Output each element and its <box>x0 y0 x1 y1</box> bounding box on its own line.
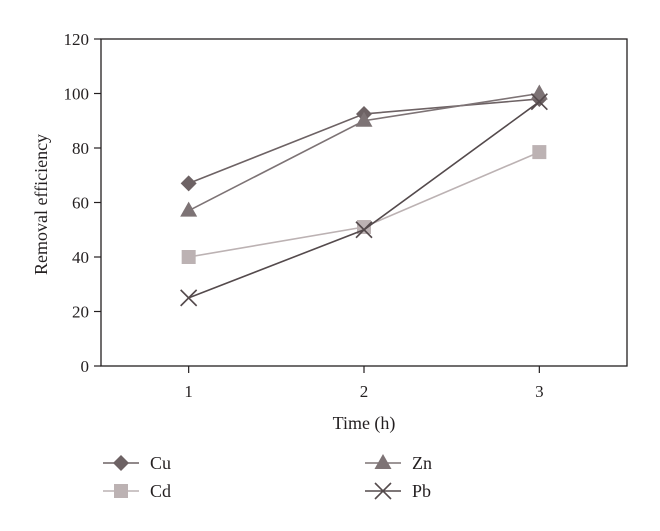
series-cu <box>180 90 548 192</box>
data-point-cd <box>532 145 547 160</box>
plot-border <box>100 38 628 367</box>
x-tick-label: 2 <box>360 382 369 401</box>
x-tick-label: 1 <box>184 382 193 401</box>
data-point-cd <box>181 250 196 264</box>
legend-label: Cu <box>150 453 171 473</box>
data-point-zn <box>530 84 548 100</box>
legend-item-zn: Zn <box>365 453 432 473</box>
legend-marker <box>374 482 392 500</box>
data-point-cu <box>180 175 197 192</box>
x-axis-ticks: 1 2 3 <box>184 366 544 401</box>
series-zn <box>180 84 548 217</box>
y-axis-ticks: 0 20 40 60 80 100 120 <box>64 30 101 376</box>
series-line <box>188 101 540 299</box>
plot-area-frame <box>100 38 628 367</box>
series-cd <box>181 145 547 264</box>
data-point-zn <box>180 201 198 217</box>
legend-marker <box>114 484 128 498</box>
legend-label: Cd <box>150 481 171 501</box>
data-point-pb <box>180 289 198 307</box>
legend-marker <box>374 454 392 469</box>
legend-item-pb: Pb <box>365 481 431 501</box>
series-pb <box>180 93 548 307</box>
x-tick-label: 3 <box>535 382 544 401</box>
y-tick-label: 120 <box>64 30 90 49</box>
series-line <box>188 151 540 258</box>
legend-item-cd: Cd <box>103 481 171 501</box>
legend-label: Zn <box>412 453 432 473</box>
data-point-pb <box>530 93 548 111</box>
legend-item-cu: Cu <box>103 453 171 473</box>
data-point-zn <box>355 111 373 127</box>
x-axis-title: Time (h) <box>333 413 396 434</box>
y-tick-label: 100 <box>64 85 90 104</box>
y-tick-label: 40 <box>72 248 89 267</box>
legend-label: Pb <box>412 481 431 501</box>
y-axis-title: Removal efficiency <box>31 134 51 275</box>
legend-marker <box>113 455 129 471</box>
y-tick-label: 20 <box>72 303 89 322</box>
y-tick-label: 0 <box>81 357 90 376</box>
data-point-pb <box>355 221 373 239</box>
legend: Cu Zn Cd Pb <box>103 453 432 501</box>
series-layer <box>180 84 548 307</box>
y-tick-label: 80 <box>72 139 89 158</box>
y-tick-label: 60 <box>72 194 89 213</box>
